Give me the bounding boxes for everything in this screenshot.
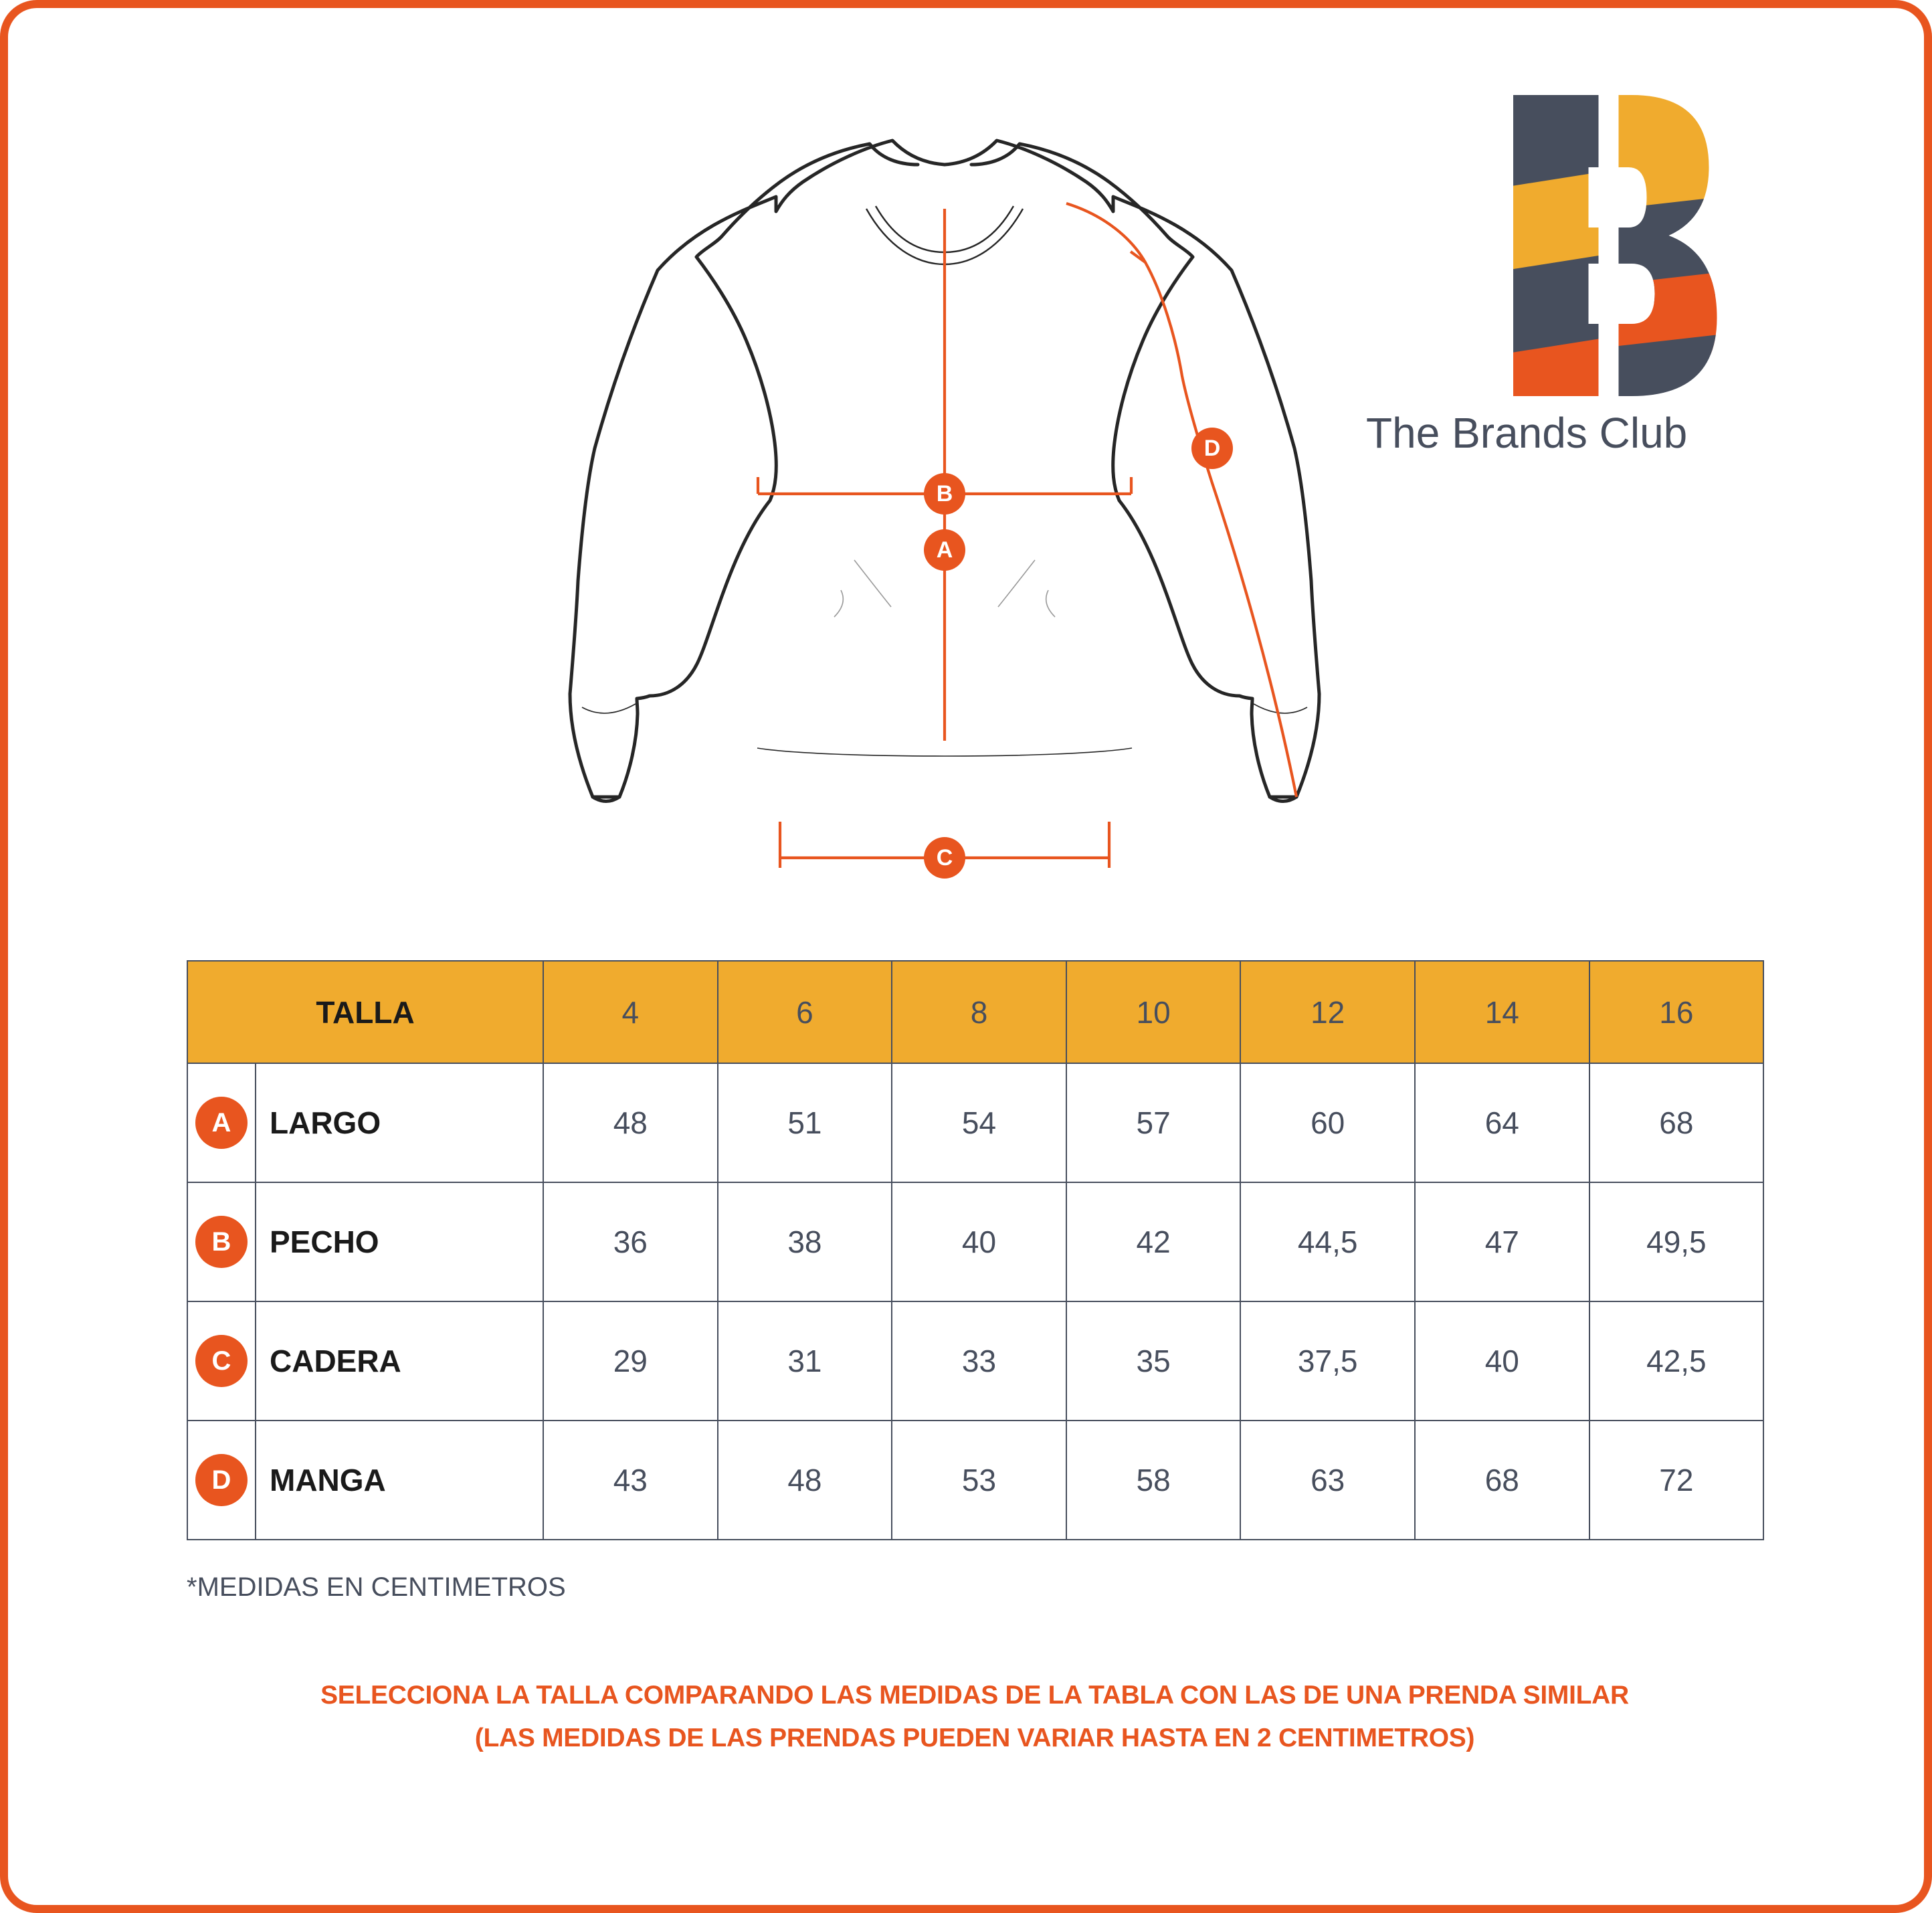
svg-text:D: D bbox=[1204, 436, 1221, 461]
svg-text:C: C bbox=[937, 845, 953, 871]
svg-text:B: B bbox=[937, 481, 953, 507]
svg-text:A: A bbox=[937, 537, 953, 563]
